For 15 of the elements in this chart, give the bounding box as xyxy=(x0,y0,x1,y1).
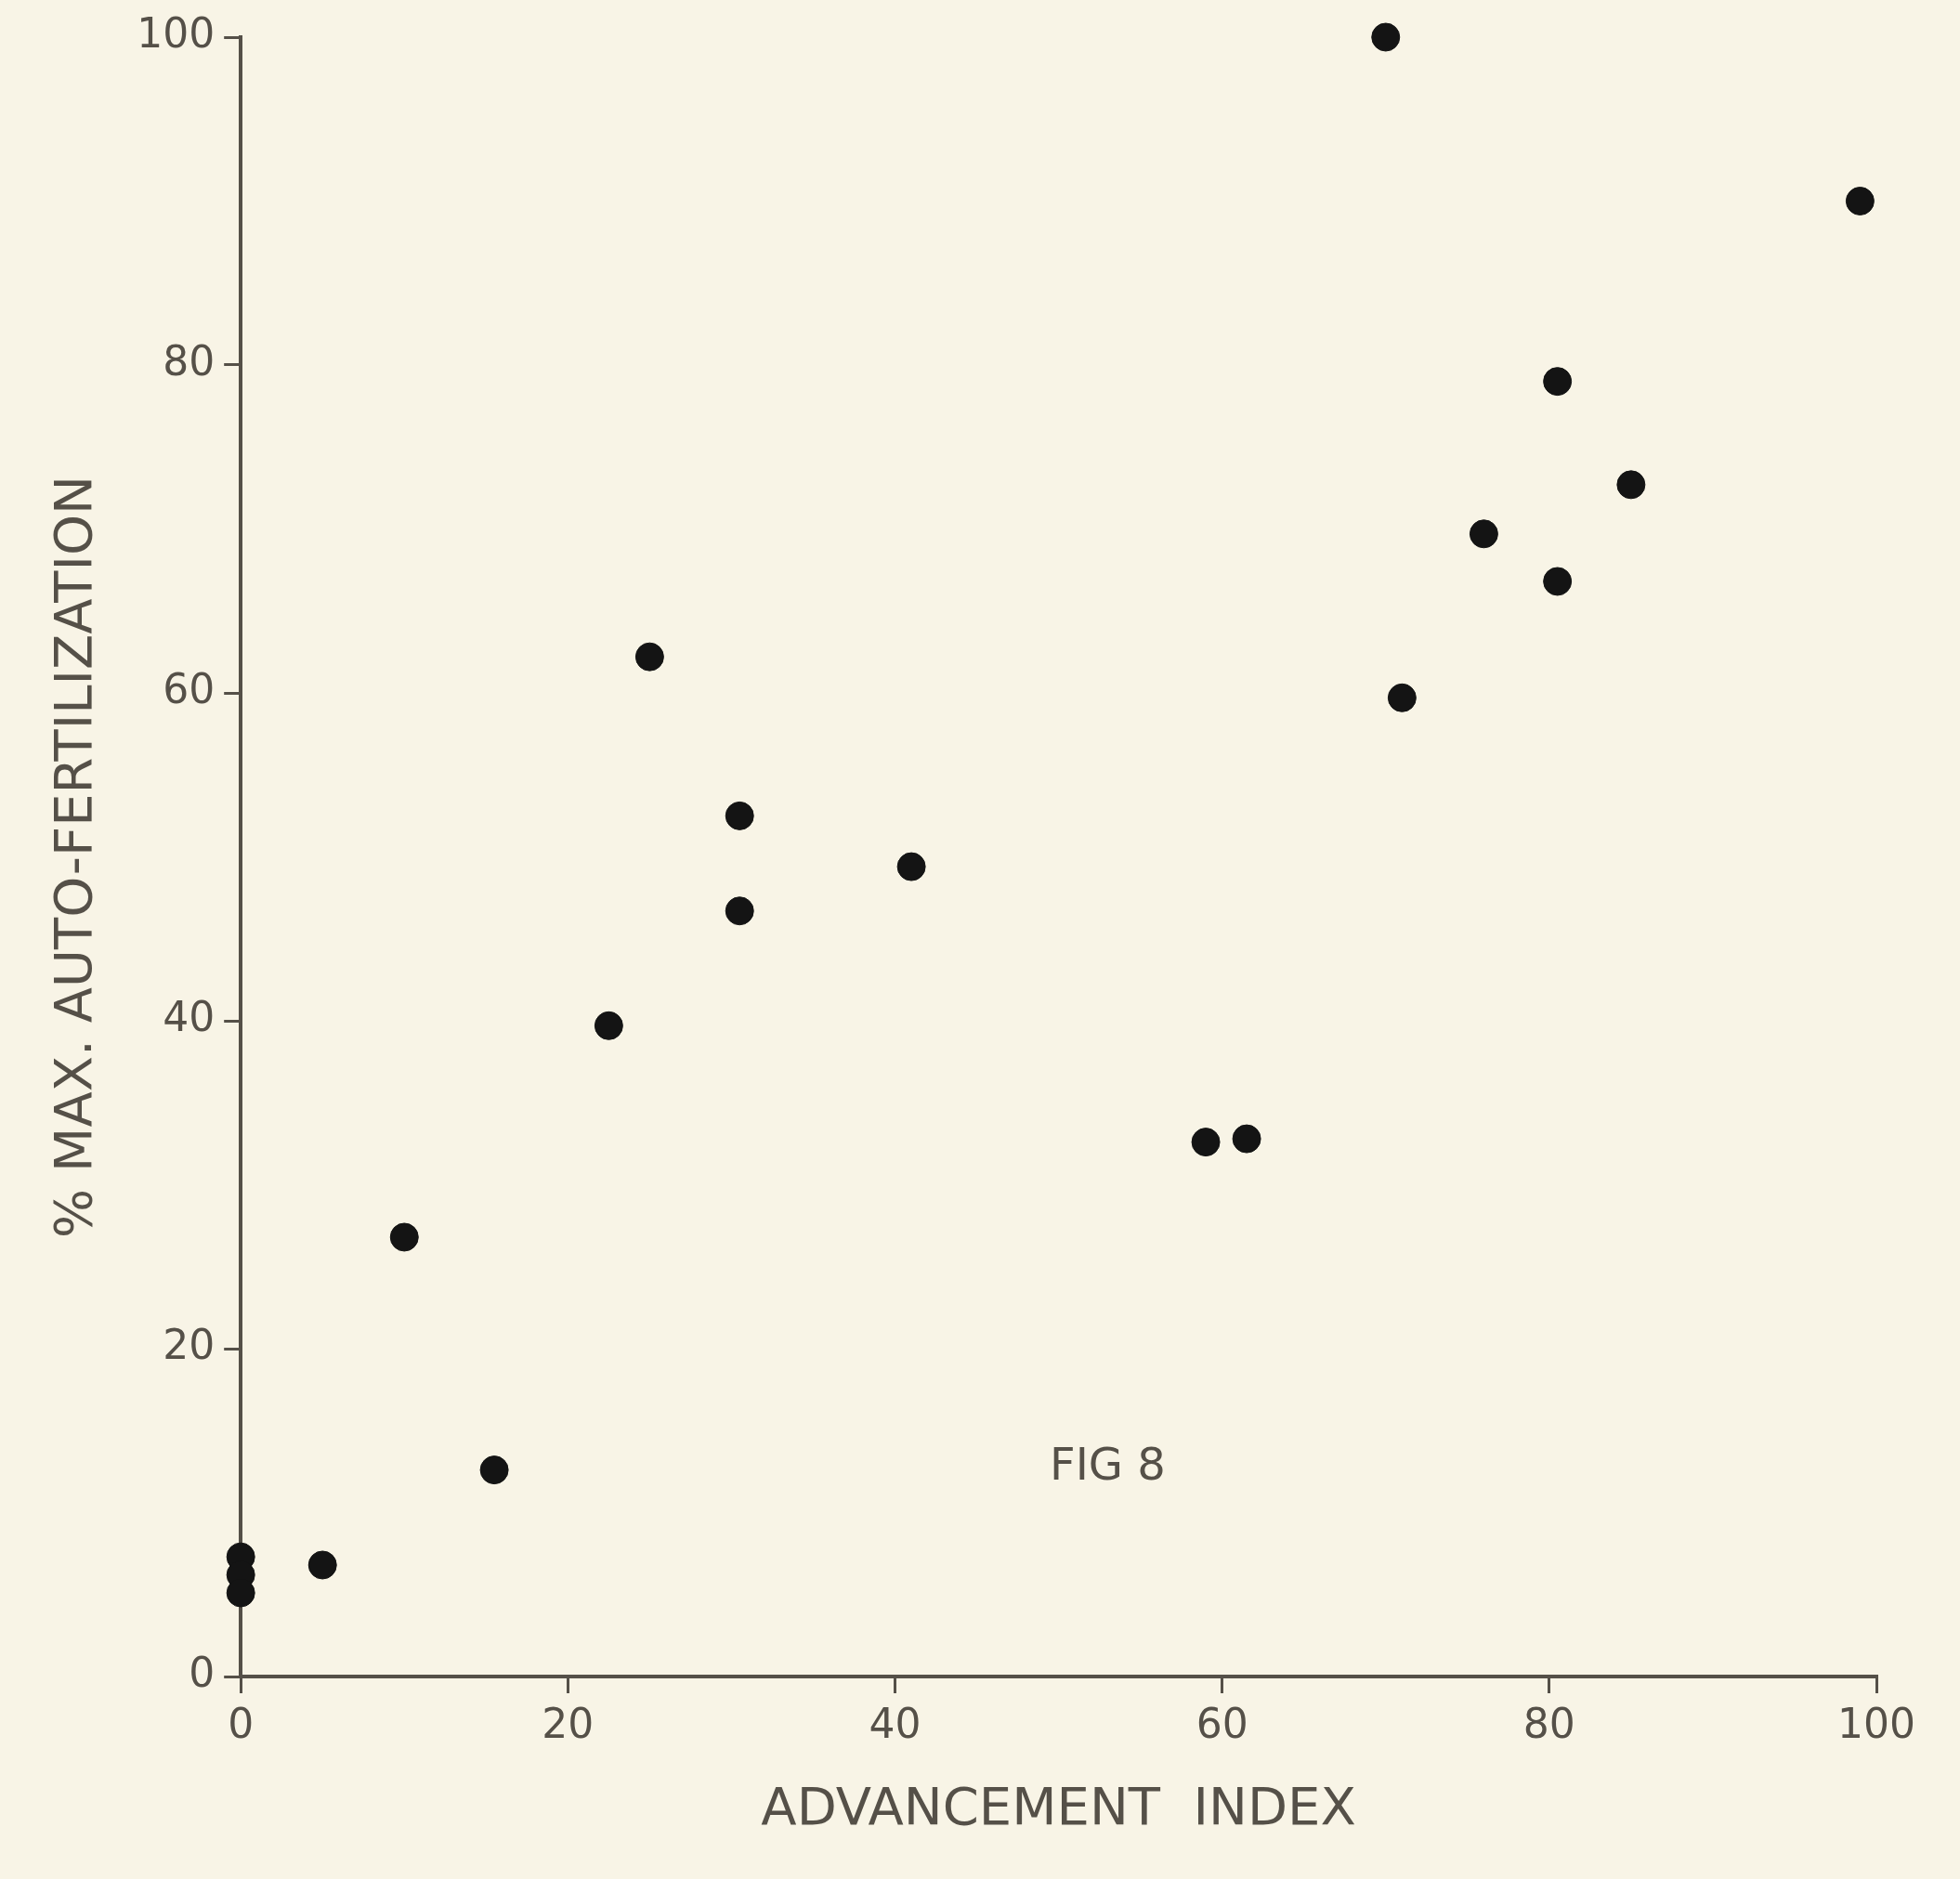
x-axis-title: ADVANCEMENT INDEX xyxy=(761,1775,1356,1836)
x-tick-label: 40 xyxy=(869,1699,921,1747)
y-tick-label: 80 xyxy=(163,337,216,385)
x-tick-label: 60 xyxy=(1196,1699,1248,1747)
annotation: FIG 8 xyxy=(1050,1438,1166,1491)
y-tick-label: 60 xyxy=(163,665,216,713)
y-tick-label: 100 xyxy=(137,9,216,58)
y-axis-title: % MAX. AUTO-FERTILIZATION xyxy=(43,476,104,1238)
y-tick-label: 20 xyxy=(163,1321,216,1369)
x-tick-label: 80 xyxy=(1522,1699,1575,1747)
x-tick-label: 20 xyxy=(542,1699,595,1747)
y-tick-label: 40 xyxy=(163,993,216,1041)
x-tick-label: 100 xyxy=(1837,1699,1915,1747)
x-tick-label: 0 xyxy=(228,1699,255,1747)
y-tick-label: 0 xyxy=(189,1649,216,1697)
